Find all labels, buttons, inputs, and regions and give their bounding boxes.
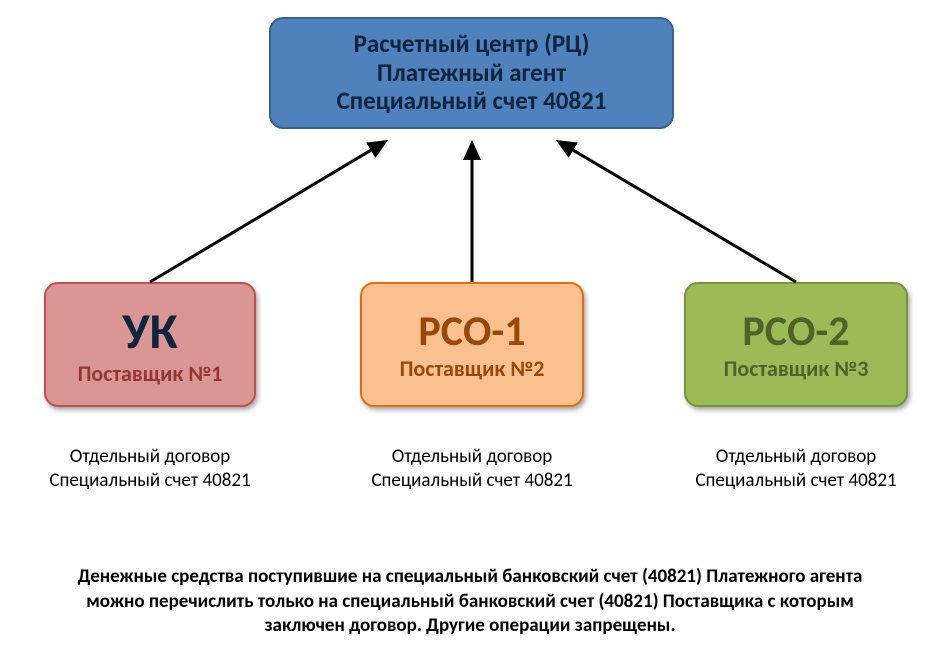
caption-2-line-1: Отдельный договор <box>342 445 602 469</box>
child-3-subtitle: Поставщик №3 <box>724 356 869 381</box>
child-1-title: УК <box>122 303 178 361</box>
top-node: Расчетный центр (РЦ) Платежный агент Спе… <box>269 17 674 129</box>
child-node-2: РСО-1 Поставщик №2 <box>360 282 584 407</box>
caption-1-line-1: Отдельный договор <box>20 445 280 469</box>
child-2-subtitle: Поставщик №2 <box>400 356 545 381</box>
caption-2-line-2: Специальный счет 40821 <box>342 469 602 493</box>
caption-2: Отдельный договор Специальный счет 40821 <box>342 445 602 493</box>
top-node-line-1: Расчетный центр (РЦ) <box>354 30 590 59</box>
footer-line-3: заключен договор. Другие операции запрещ… <box>40 614 900 639</box>
top-node-line-2: Платежный агент <box>377 59 566 88</box>
footer-text: Денежные средства поступившие на специал… <box>40 565 900 639</box>
footer-line-2: можно перечислить только на специальный … <box>40 590 900 615</box>
child-1-subtitle: Поставщик №1 <box>78 361 223 386</box>
footer-line-1: Денежные средства поступившие на специал… <box>40 565 900 590</box>
child-3-title: РСО-2 <box>742 308 849 356</box>
child-2-title: РСО-1 <box>418 308 525 356</box>
top-node-line-3: Специальный счет 40821 <box>337 87 607 116</box>
caption-3-line-2: Специальный счет 40821 <box>666 469 926 493</box>
child-node-3: РСО-2 Поставщик №3 <box>684 282 908 407</box>
caption-1-line-2: Специальный счет 40821 <box>20 469 280 493</box>
caption-3-line-1: Отдельный договор <box>666 445 926 469</box>
child-node-1: УК Поставщик №1 <box>44 282 256 407</box>
caption-1: Отдельный договор Специальный счет 40821 <box>20 445 280 493</box>
caption-3: Отдельный договор Специальный счет 40821 <box>666 445 926 493</box>
